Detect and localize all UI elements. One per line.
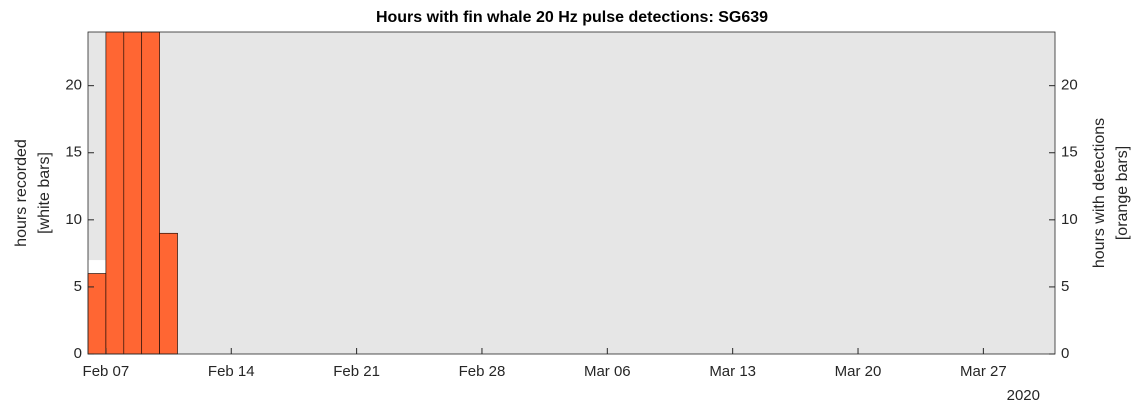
plot-frame (87, 31, 1056, 355)
x-tick-label: Mar 20 (835, 363, 882, 380)
chart-title: Hours with fin whale 20 Hz pulse detecti… (376, 9, 768, 26)
y2-tick-label: 15 (1061, 144, 1078, 161)
x-year-label: 2020 (1007, 387, 1040, 404)
y2-tick-label: 0 (1061, 345, 1069, 362)
y2-axis-label: [orange bars] (1114, 146, 1131, 240)
y-tick-label: 10 (65, 211, 82, 228)
x-tick-label: Feb 14 (208, 363, 255, 380)
detection-bar (105, 31, 125, 355)
detection-bar (159, 232, 178, 355)
y-tick-label: 20 (65, 77, 82, 94)
x-tick-label: Mar 13 (709, 363, 756, 380)
detection-bar (123, 31, 143, 355)
y-axis-label: [white bars] (36, 152, 53, 234)
y-tick-label: 0 (74, 345, 82, 362)
y2-tick-label: 5 (1061, 278, 1069, 295)
x-tick-label: Feb 28 (459, 363, 506, 380)
y-axis-label: hours recorded (13, 139, 30, 247)
x-tick-label: Feb 21 (333, 363, 380, 380)
detection-bar (141, 31, 160, 355)
y-tick-label: 15 (65, 144, 82, 161)
detection-bar (87, 273, 107, 355)
y-tick-label: 5 (74, 278, 82, 295)
x-tick-label: Feb 07 (83, 363, 130, 380)
x-tick-label: Mar 27 (960, 363, 1007, 380)
plot-area (88, 32, 1055, 354)
x-tick-label: Mar 06 (584, 363, 631, 380)
y2-axis-label: hours with detections (1091, 118, 1108, 268)
y2-tick-label: 20 (1061, 77, 1078, 94)
y2-tick-label: 10 (1061, 211, 1078, 228)
